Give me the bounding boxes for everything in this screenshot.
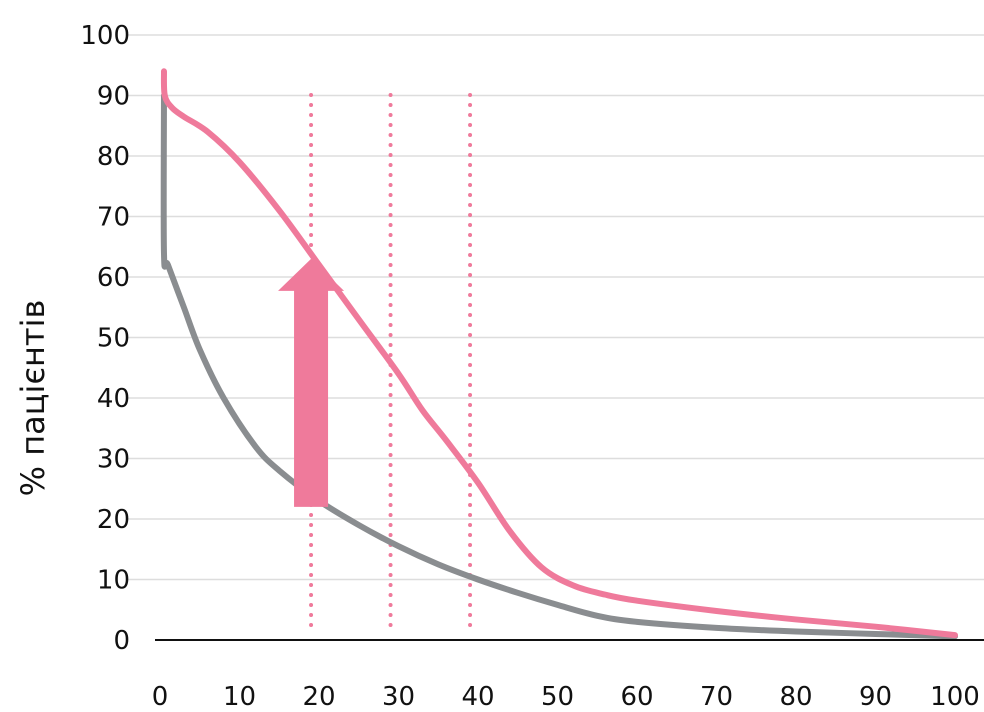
x-tick-label: 0 — [152, 682, 169, 712]
x-tick-label: 20 — [302, 682, 335, 712]
y-tick-label: 70 — [97, 203, 130, 233]
y-tick-label: 40 — [97, 384, 130, 414]
arrow-up-icon — [278, 258, 345, 507]
series-lines — [160, 68, 958, 640]
y-tick-label: 30 — [97, 445, 130, 475]
y-tick-label: 100 — [80, 21, 130, 51]
x-tick-label: 80 — [779, 682, 812, 712]
y-axis-label: % пацієнтів — [14, 300, 52, 497]
y-tick-label: 10 — [97, 566, 130, 596]
x-tick-label: 70 — [700, 682, 733, 712]
increase-arrow — [278, 258, 345, 507]
x-tick-label: 50 — [541, 682, 574, 712]
grid-lines — [128, 34, 984, 581]
y-tick-label: 80 — [97, 142, 130, 172]
y-tick-label: 90 — [97, 82, 130, 112]
y-tick-label: 20 — [97, 505, 130, 535]
series-line — [160, 68, 958, 639]
y-tick-label: 50 — [97, 324, 130, 354]
x-tick-label: 40 — [461, 682, 494, 712]
y-axis-ticks: 0 10 20 30 40 50 60 70 80 90 100 — [80, 21, 130, 656]
x-axis-ticks: 0 10 20 30 40 50 60 70 80 90 100 — [152, 682, 980, 712]
x-tick-label: 90 — [859, 682, 892, 712]
series-line — [160, 92, 958, 640]
x-tick-label: 10 — [223, 682, 256, 712]
x-tick-label: 100 — [930, 682, 980, 712]
x-tick-label: 60 — [620, 682, 653, 712]
y-tick-label: 60 — [97, 263, 130, 293]
x-tick-label: 30 — [382, 682, 415, 712]
y-tick-label: 0 — [113, 626, 130, 656]
